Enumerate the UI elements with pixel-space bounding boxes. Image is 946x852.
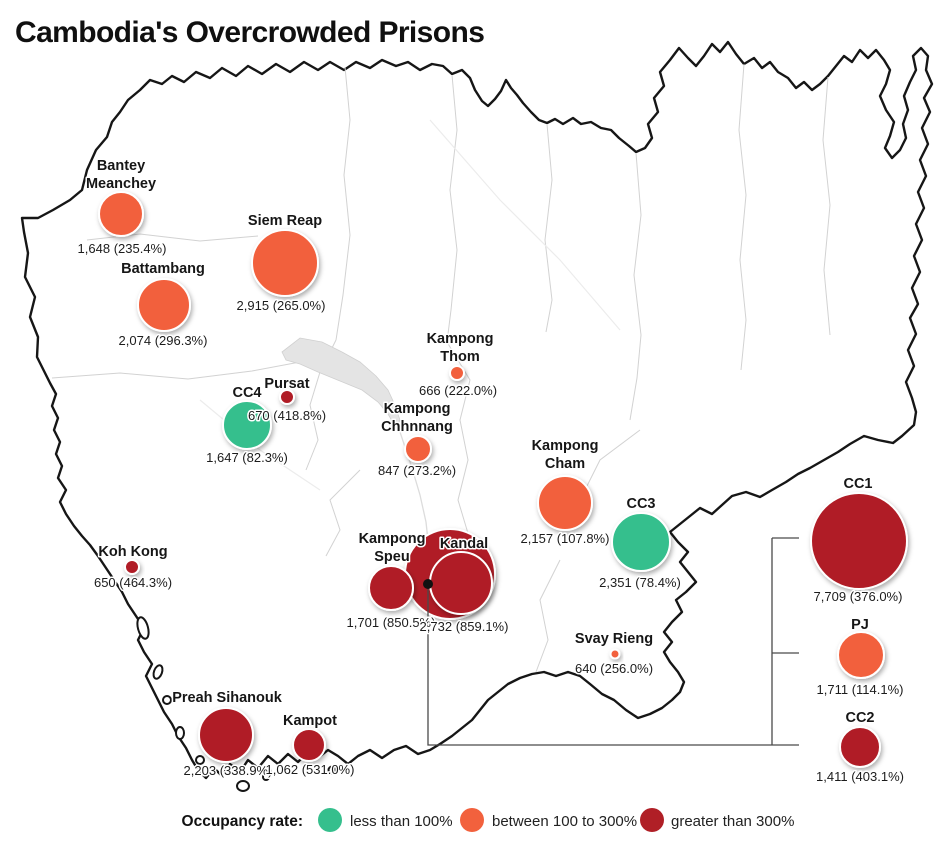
koh-kong-value-label: 650 (464.3%) xyxy=(94,575,172,590)
kampong-cham-bubble xyxy=(537,475,593,531)
callout-connector-line xyxy=(427,537,799,746)
kampot-name-label: Kampot xyxy=(283,713,337,729)
cambodia-map-outline xyxy=(20,40,934,780)
pj-bubble xyxy=(837,631,885,679)
cc3-bubble xyxy=(611,512,671,572)
legend-label-lt100: less than 100% xyxy=(350,813,453,830)
preah-sihanouk-name-label: Preah Sihanouk xyxy=(172,690,283,706)
battambang-value-label: 2,074 (296.3%) xyxy=(119,333,208,348)
svay-rieng-value-label: 640 (256.0%) xyxy=(575,661,653,676)
siem-reap-value-label: 2,915 (265.0%) xyxy=(237,298,326,313)
kampong-cham-name-label: Kampong Cham xyxy=(532,438,599,472)
legend-swatch-100to300 xyxy=(460,808,484,832)
pursat-value-label: 670 (418.8%) xyxy=(248,408,326,423)
legend-swatch-gt300 xyxy=(640,808,664,832)
page-title: Cambodia's Overcrowded Prisons xyxy=(15,16,484,49)
preah-sihanouk-bubble xyxy=(198,707,254,763)
kampong-speu-name-label: Kampong Speu xyxy=(359,531,426,565)
province-borders xyxy=(51,63,831,673)
cc4-bubble xyxy=(222,400,272,450)
cc1-name-label: CC1 xyxy=(843,476,872,492)
kampot-bubble xyxy=(292,728,326,762)
legend-title: Occupancy rate: xyxy=(182,813,303,830)
cc2-bubble xyxy=(839,726,881,768)
kampong-thom-bubble xyxy=(449,365,465,381)
kampong-chhnnang-value-label: 847 (273.2%) xyxy=(378,463,456,478)
cc4-value-label: 1,647 (82.3%) xyxy=(206,450,288,465)
kampong-cham-value-label: 2,157 (107.8%) xyxy=(521,531,610,546)
pj-name-label: PJ xyxy=(851,617,869,633)
coastal-islands xyxy=(136,616,337,792)
kampong-chhnnang-name-label: Kampong Chhnnang xyxy=(381,401,453,435)
kampong-chhnnang-bubble xyxy=(404,435,432,463)
phnom-penh-callout xyxy=(423,537,799,746)
cc1-bubble xyxy=(810,492,908,590)
kandal-value-label: 2,732 (859.1%) xyxy=(420,619,509,634)
koh-kong-bubble xyxy=(124,559,140,575)
battambang-name-label: Battambang xyxy=(121,261,205,277)
cc3-name-label: CC3 xyxy=(626,496,655,512)
kampong-thom-value-label: 666 (222.0%) xyxy=(419,383,497,398)
legend-label-100to300: between 100 to 300% xyxy=(492,813,637,830)
bubble-layer xyxy=(98,191,908,768)
cc1-value-label: 7,709 (376.0%) xyxy=(814,589,903,604)
kandal-name-label: Kandal xyxy=(440,536,488,552)
pursat-bubble xyxy=(279,389,295,405)
cc3-value-label: 2,351 (78.4%) xyxy=(599,575,681,590)
koh-kong-name-label: Koh Kong xyxy=(98,544,167,560)
phnom-penh-location-dot xyxy=(423,579,433,589)
bantey-meanchey-value-label: 1,648 (235.4%) xyxy=(78,241,167,256)
kandal-bubble xyxy=(429,551,493,615)
bantey-meanchey-name-label: Bantey Meanchey xyxy=(86,158,156,192)
siem-reap-name-label: Siem Reap xyxy=(248,213,322,229)
cc4-name-label: CC4 xyxy=(232,385,261,401)
bantey-meanchey-bubble xyxy=(98,191,144,237)
label-layer: Bantey Meanchey 1,648 (235.4%) Siem Reap 2,9… xyxy=(76,157,905,786)
legend: Occupancy rate: less than 100% between 1… xyxy=(182,808,794,832)
pj-value-label: 1,711 (114.1%) xyxy=(817,682,904,697)
preah-sihanouk-value-label: 2,203 (338.9%) xyxy=(184,763,273,778)
cc2-name-label: CC2 xyxy=(845,710,874,726)
kampong-speu-value-label: 1,701 (850.5%) xyxy=(347,615,436,630)
cc2-value-label: 1,411 (403.1%) xyxy=(816,769,904,784)
legend-swatch-lt100 xyxy=(318,808,342,832)
pursat-name-label: Pursat xyxy=(264,376,309,392)
kampong-speu-bubble xyxy=(368,565,414,611)
svay-rieng-name-label: Svay Rieng xyxy=(575,631,653,647)
svay-rieng-bubble xyxy=(609,648,621,660)
kampot-value-label: 1,062 (531.0%) xyxy=(266,762,355,777)
siem-reap-bubble xyxy=(251,229,319,297)
kampong-thom-name-label: Kampong Thom xyxy=(427,331,494,365)
legend-label-gt300: greater than 300% xyxy=(671,813,794,830)
battambang-bubble xyxy=(137,278,191,332)
